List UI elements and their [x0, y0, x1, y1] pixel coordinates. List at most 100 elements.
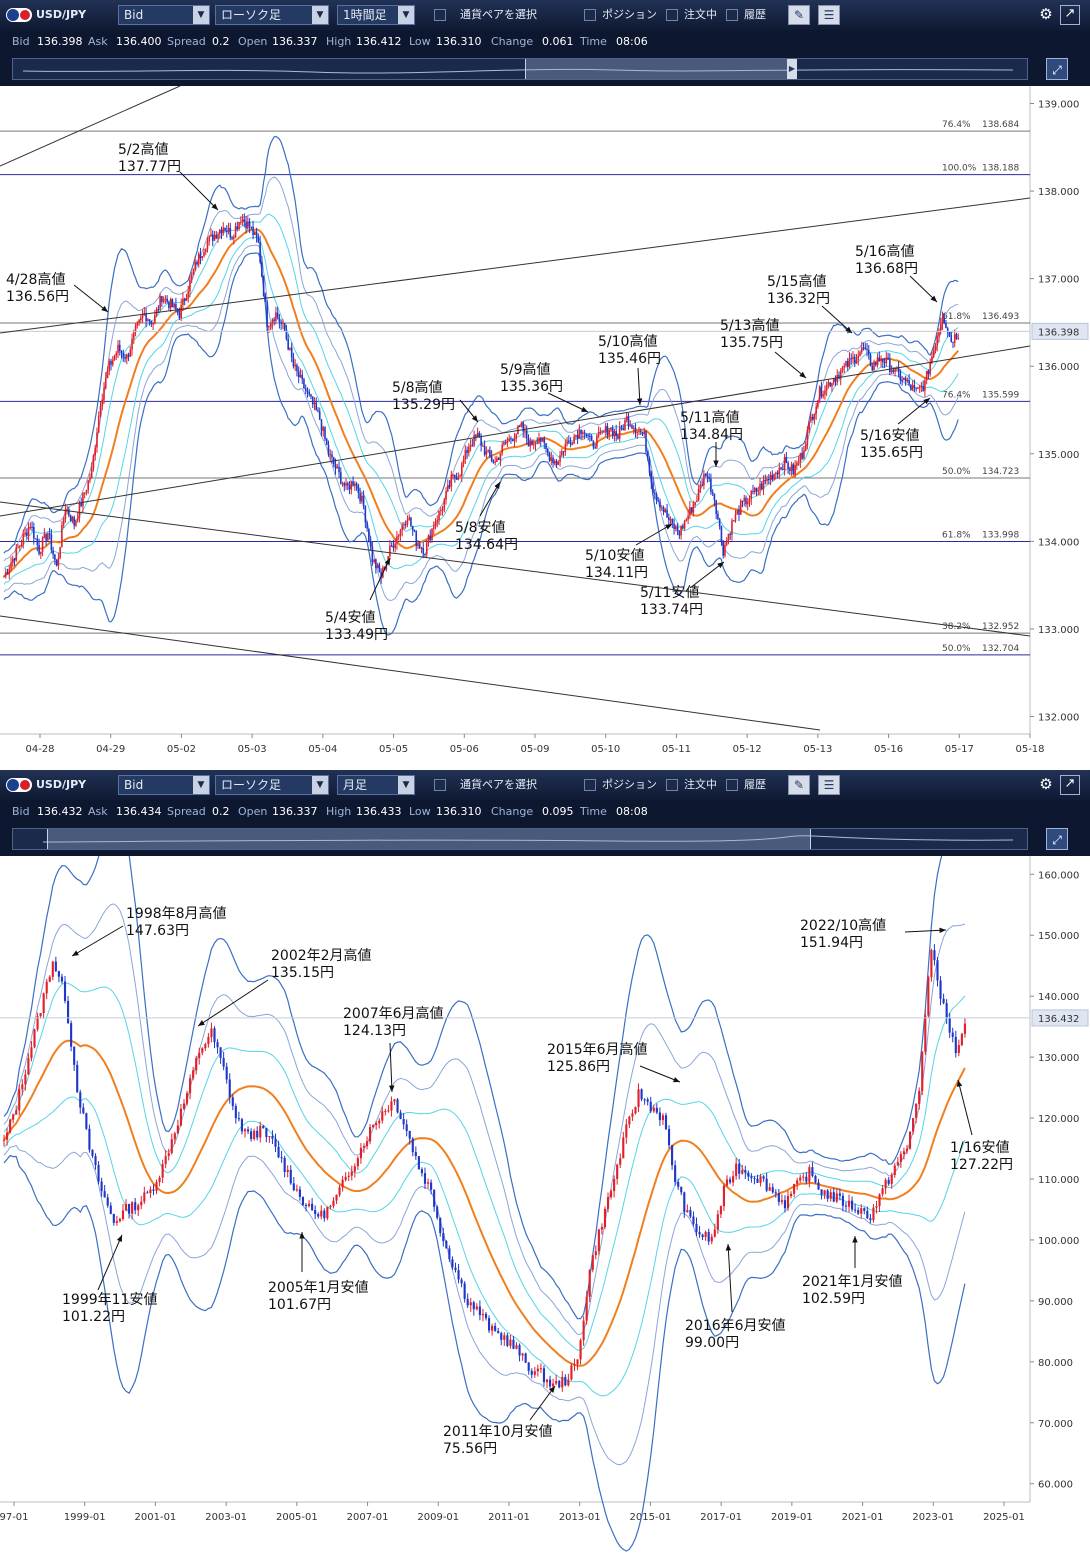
history-label[interactable]: 履歴 [744, 778, 766, 791]
candle-body [145, 313, 147, 321]
orders-label[interactable]: 注文中 [684, 778, 717, 791]
history-checkbox[interactable] [726, 779, 738, 791]
candle-body [543, 437, 546, 444]
annotation-arrowhead [471, 415, 478, 422]
fib-level-percent: 50.0% [942, 467, 971, 477]
candle-body [545, 443, 547, 449]
candle-body [748, 498, 751, 502]
plot-area [0, 86, 1030, 734]
history-label[interactable]: 履歴 [744, 8, 766, 21]
candle-body [82, 493, 84, 506]
draw-tool-icon[interactable]: ✎ [788, 5, 810, 25]
candle-body [131, 338, 133, 350]
position-checkbox[interactable] [584, 9, 596, 21]
annotation-value: 135.75円 [720, 335, 783, 351]
popout-icon[interactable]: ↗ [1060, 5, 1080, 25]
price-type-select[interactable]: Bid ▼ [118, 775, 210, 795]
candle-body [599, 432, 602, 434]
candle-body [355, 483, 358, 485]
monthly-candle-chart[interactable]: 160.000 150.000 140.000 130.000 120.000 110.0… [0, 856, 1090, 1554]
gear-icon[interactable]: ⚙ [1039, 5, 1053, 23]
annotation-arrowhead [799, 371, 806, 378]
candle-body [76, 1064, 79, 1093]
candle-body [317, 1214, 320, 1217]
candle-body [806, 429, 809, 446]
candle-body [610, 427, 612, 430]
history-checkbox[interactable] [726, 9, 738, 21]
price-type-select[interactable]: Bid ▼ [118, 5, 210, 25]
candle-body [883, 362, 886, 364]
candle-body [445, 1241, 448, 1249]
navigator-window[interactable] [525, 59, 789, 79]
candle-body [933, 950, 936, 961]
candle-body [430, 1182, 433, 1190]
candle-body [336, 466, 339, 469]
timeframe-select[interactable]: 月足 ▼ [337, 775, 415, 795]
candle-body [860, 347, 863, 353]
candle-body [610, 1191, 613, 1198]
candle-body [666, 509, 668, 518]
y-tick-label: 90.000 [1038, 1297, 1073, 1308]
annotation-value: 133.49円 [325, 627, 388, 643]
candle-body [799, 1177, 802, 1181]
position-label[interactable]: ポジション [602, 8, 657, 21]
chart-type-select[interactable]: ローソク足 ▼ [215, 5, 329, 25]
list-icon[interactable]: ☰ [818, 775, 840, 795]
moving-average-line [3, 228, 959, 578]
position-checkbox[interactable] [584, 779, 596, 791]
candle-body [906, 380, 909, 382]
orders-checkbox[interactable] [666, 9, 678, 21]
candle-body [546, 448, 549, 454]
select-pair-checkbox[interactable] [434, 9, 446, 21]
candle-body [21, 1084, 24, 1090]
chart-type-select[interactable]: ローソク足 ▼ [215, 775, 329, 795]
list-icon[interactable]: ☰ [818, 5, 840, 25]
select-pair-label[interactable]: 通貨ペアを選択 [460, 8, 537, 21]
candle-body [282, 322, 284, 324]
navigator-handle-icon[interactable]: ▶ [787, 59, 797, 79]
y-tick-label: 100.000 [1038, 1236, 1079, 1247]
select-pair-checkbox[interactable] [434, 779, 446, 791]
annotation-arrowhead [725, 1244, 732, 1251]
annotation-arrow-line [547, 392, 589, 413]
position-label[interactable]: ポジション [602, 778, 657, 791]
candle-body [639, 431, 642, 433]
hourly-candle-chart[interactable]: 139.000 138.000 137.000 136.000 135.000 134.0… [0, 86, 1090, 770]
timeframe-select[interactable]: 1時間足 ▼ [337, 5, 415, 25]
candle-body [628, 1116, 631, 1125]
candle-body [713, 493, 716, 501]
orders-checkbox[interactable] [666, 779, 678, 791]
candle-body [699, 484, 702, 490]
pair-label[interactable]: USD/JPY [36, 778, 87, 791]
scroll-latest-icon[interactable]: ⤢ [1046, 828, 1068, 850]
candle-body [697, 489, 700, 501]
navigator-track[interactable] [12, 828, 1028, 850]
gear-icon[interactable]: ⚙ [1039, 775, 1053, 793]
time-label: Time [580, 35, 607, 48]
navigator-window[interactable] [47, 829, 811, 849]
candle-body [686, 1210, 689, 1213]
candle-body [536, 1368, 539, 1372]
candle-body [878, 357, 881, 362]
orders-label[interactable]: 注文中 [684, 8, 717, 21]
annotation-arrow-line [71, 925, 124, 957]
draw-tool-icon[interactable]: ✎ [788, 775, 810, 795]
select-pair-label[interactable]: 通貨ペアを選択 [460, 778, 537, 791]
annotation-arrow-line [774, 351, 807, 379]
y-tick-label: 60.000 [1038, 1480, 1073, 1491]
candle-body [548, 1379, 552, 1387]
candle-body [773, 473, 775, 480]
candle-body [460, 1279, 463, 1284]
candle-body [960, 1033, 963, 1046]
popout-icon[interactable]: ↗ [1060, 775, 1080, 795]
pair-label[interactable]: USD/JPY [36, 8, 87, 21]
candle-body [536, 442, 539, 444]
ask-label: Ask [88, 35, 108, 48]
candle-body [97, 415, 100, 433]
candle-body [591, 1255, 594, 1270]
candle-body [552, 457, 554, 464]
candle-body [387, 1110, 390, 1112]
scroll-latest-icon[interactable]: ⤢ [1046, 58, 1068, 80]
navigator-track[interactable]: ▶ [12, 58, 1028, 80]
candle-body [201, 1048, 204, 1053]
